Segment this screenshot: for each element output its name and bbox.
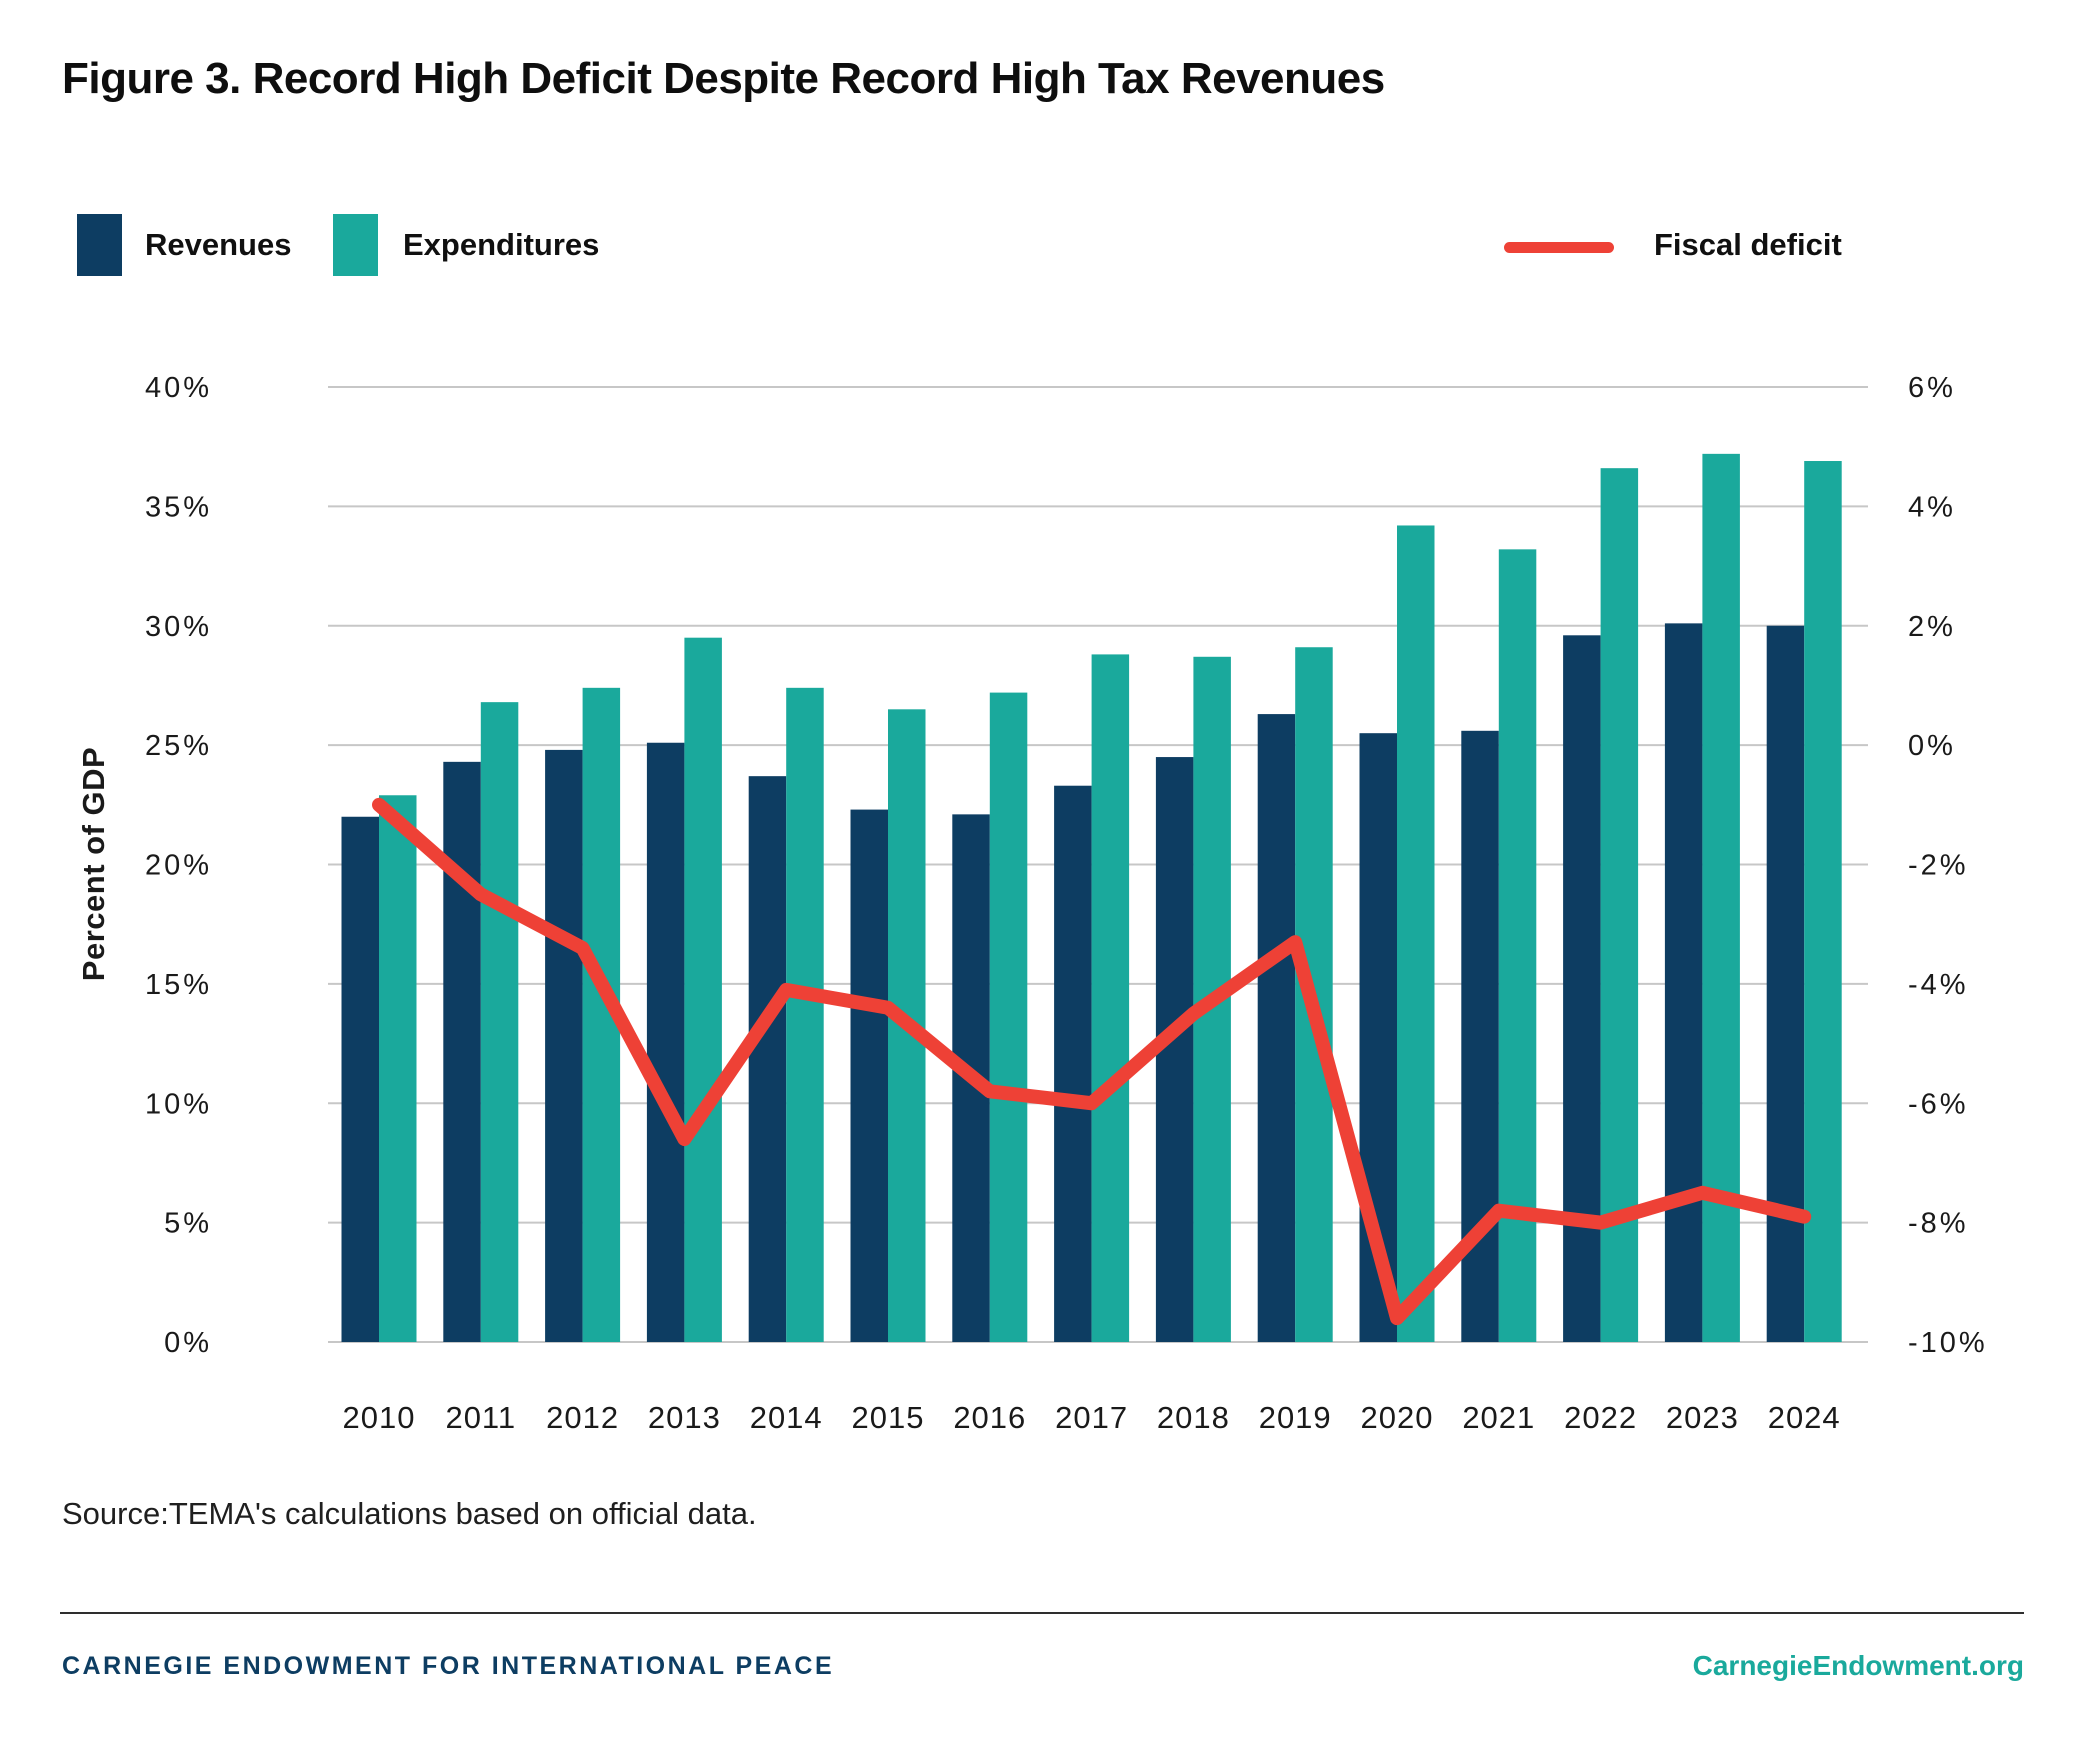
year-label: 2016 xyxy=(953,1400,1026,1435)
left-axis-tick-label: 15% xyxy=(145,969,212,1001)
right-axis-tick-label: 4% xyxy=(1908,491,1956,523)
fiscal-deficit-legend-label: Fiscal deficit xyxy=(1654,227,1842,262)
figure-title: Figure 3. Record High Deficit Despite Re… xyxy=(62,54,1385,103)
revenues-bar xyxy=(850,809,888,1342)
expenditures-legend-label: Expenditures xyxy=(403,227,600,262)
revenues-bar xyxy=(748,776,787,1342)
fiscal-deficit-line xyxy=(372,797,1812,1326)
year-label: 2012 xyxy=(546,1400,619,1435)
right-axis-tick-label: -6% xyxy=(1908,1088,1969,1120)
year-label: 2019 xyxy=(1259,1400,1332,1435)
expenditures-bar xyxy=(989,692,1028,1342)
year-label: 2014 xyxy=(750,1400,823,1435)
right-axis-tick-label: 6% xyxy=(1908,372,1956,404)
year-label: 2013 xyxy=(648,1400,721,1435)
revenues-bar xyxy=(1766,625,1805,1342)
left-axis-tick-label: 35% xyxy=(145,491,212,523)
revenues-bar xyxy=(646,742,685,1342)
expenditures-bar xyxy=(1498,549,1537,1342)
right-axis-tick-label: -8% xyxy=(1908,1208,1969,1240)
revenues-bar xyxy=(443,761,481,1342)
right-axis-tick-label: -10% xyxy=(1908,1327,1988,1359)
year-label: 2017 xyxy=(1055,1400,1128,1435)
footer-website-link[interactable]: CarnegieEndowment.org xyxy=(1692,1650,2024,1681)
expenditures-bar xyxy=(1804,461,1842,1342)
revenues-bar xyxy=(545,749,583,1342)
right-axis-tick-label: -4% xyxy=(1908,969,1969,1001)
footer-org-name: CARNEGIE ENDOWMENT FOR INTERNATIONAL PEA… xyxy=(62,1652,835,1680)
year-label: 2020 xyxy=(1361,1400,1434,1435)
expenditures-bar xyxy=(1091,654,1130,1342)
year-label: 2021 xyxy=(1462,1400,1535,1435)
left-axis-tick-label: 25% xyxy=(145,730,212,762)
expenditures-bar xyxy=(480,702,519,1342)
year-label: 2015 xyxy=(852,1400,925,1435)
left-axis-tick-label: 40% xyxy=(145,372,212,404)
left-axis-tick-label: 5% xyxy=(164,1208,212,1240)
revenues-bar xyxy=(1664,623,1703,1342)
left-axis-tick-label: 10% xyxy=(145,1088,212,1120)
revenues-bar xyxy=(1563,635,1601,1342)
expenditures-bar xyxy=(684,637,722,1342)
left-axis-tick-label: 20% xyxy=(145,850,212,882)
expenditures-bar xyxy=(379,795,417,1342)
left-axis-tick-label: 0% xyxy=(164,1327,212,1359)
right-axis-tick-label: 0% xyxy=(1908,730,1956,762)
fiscal-chart: 0% 5% 10% 15% 20% 25% 30% 35% 40% -10% -8% -6% -4% -2… xyxy=(76,372,1988,1435)
right-axis-tick-label: 2% xyxy=(1908,611,1956,643)
year-label: 2024 xyxy=(1768,1400,1841,1435)
expenditures-bar xyxy=(1702,453,1740,1343)
year-label: 2023 xyxy=(1666,1400,1739,1435)
revenues-bar xyxy=(341,816,379,1342)
left-axis-title: Percent of GDP xyxy=(76,747,111,981)
fiscal-deficit-legend-line xyxy=(1504,242,1614,253)
source-note: Source:TEMA's calculations based on offi… xyxy=(62,1496,757,1531)
expenditures-bar xyxy=(1397,525,1435,1342)
right-axis-tick-label: -2% xyxy=(1908,850,1969,882)
year-label: 2022 xyxy=(1564,1400,1637,1435)
revenues-legend-label: Revenues xyxy=(145,227,292,262)
year-label: 2011 xyxy=(445,1400,516,1435)
expenditures-bar xyxy=(1600,468,1639,1342)
revenues-legend-swatch xyxy=(77,214,122,276)
expenditures-legend-swatch xyxy=(333,214,378,276)
revenues-bar xyxy=(1054,785,1092,1342)
footer-divider xyxy=(60,1612,2024,1614)
year-label: 2010 xyxy=(343,1400,416,1435)
revenues-bar xyxy=(1257,714,1296,1342)
expenditures-bar xyxy=(786,687,824,1342)
year-label: 2018 xyxy=(1157,1400,1230,1435)
left-axis-tick-label: 30% xyxy=(145,611,212,643)
